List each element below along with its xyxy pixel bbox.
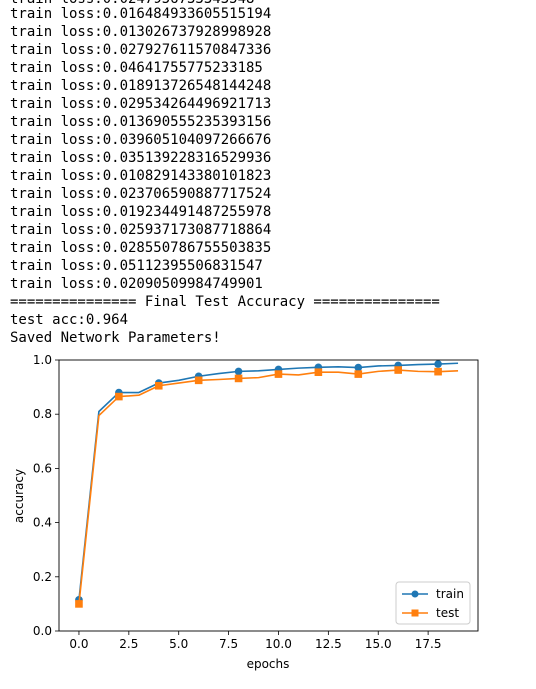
console-line: train loss:0.025937173087718864	[10, 222, 272, 238]
console-line: train loss:0.023706590887717524	[10, 186, 272, 202]
console-output: train loss:0.0247956733343548 train loss…	[10, 0, 440, 346]
data-point-test	[394, 366, 402, 374]
legend-test-label: test	[436, 606, 459, 620]
data-point-test	[354, 370, 363, 378]
x-tick-label: 17.5	[415, 637, 442, 651]
console-line: train loss:0.035139228316529936	[10, 150, 272, 166]
console-line: train loss:0.039605104097266676	[10, 132, 272, 148]
data-point-train	[234, 367, 243, 376]
data-point-train	[354, 363, 363, 372]
console-line: train loss:0.029534264496921713	[10, 96, 272, 112]
console-line: train loss:0.016484933605515194	[10, 6, 272, 22]
data-point-test	[434, 367, 442, 376]
y-tick-label: 0.2	[33, 570, 52, 584]
console-line: train loss:0.05112395506831547	[10, 258, 263, 274]
data-point-test	[234, 374, 243, 383]
y-axis: 0.0 0.2 0.4 0.6 0.8 1.0	[33, 353, 59, 638]
data-point-test	[274, 370, 283, 378]
console-line: train loss:0.04641755775233185	[10, 60, 263, 76]
data-point-test	[314, 368, 323, 376]
x-axis: 0.0 2.5 5.0 7.5 10.0 12.5 15.0 17.5	[69, 631, 441, 651]
y-tick-label: 0.8	[33, 407, 52, 421]
legend-train-marker	[411, 590, 419, 598]
x-tick-label: 12.5	[315, 637, 342, 651]
legend-test-marker	[411, 609, 419, 617]
x-axis-label: epochs	[247, 657, 290, 671]
console-line: train loss:0.028550786755503835	[10, 240, 272, 256]
console-line: train loss:0.010829143380101823	[10, 168, 272, 184]
data-point-test	[154, 381, 163, 390]
y-tick-label: 0.6	[33, 461, 52, 475]
console-line-partial: train loss:0.0247956733343548	[10, 0, 254, 8]
console-line: train loss:0.019234491487255978	[10, 204, 272, 220]
data-point-test	[75, 600, 83, 608]
x-tick-label: 0.0	[69, 637, 88, 651]
console-separator: =============== Final Test Accuracy ====…	[10, 294, 440, 310]
plot-frame	[58, 359, 479, 632]
x-tick-label: 5.0	[169, 637, 188, 651]
data-point-test	[115, 392, 123, 401]
y-tick-label: 0.0	[33, 624, 52, 638]
x-tick-label: 2.5	[119, 637, 138, 651]
y-tick-label: 1.0	[33, 353, 52, 367]
console-line: train loss:0.02090509984749901	[10, 276, 263, 292]
y-axis-label: accuracy	[12, 469, 26, 523]
test-accuracy-line: test acc:0.964	[10, 312, 129, 328]
accuracy-chart: 0.0 2.5 5.0 7.5 10.0 12.5 15.0 17.5 0.00.20.40.…	[12, 353, 479, 671]
chart-marks	[75, 360, 459, 608]
legend-train-label: train	[436, 587, 464, 601]
console-line: train loss:0.013690555235393156	[10, 114, 272, 130]
x-tick-label: 15.0	[365, 637, 392, 651]
data-point-train	[434, 360, 442, 368]
y-tick-label: 0.4	[33, 516, 52, 530]
legend: train test	[395, 581, 471, 625]
console-line: train loss:0.013026737928998928	[10, 24, 272, 40]
save-message-line: Saved Network Parameters!	[10, 330, 221, 346]
console-line: train loss:0.027927611570847336	[10, 42, 272, 58]
x-tick-label: 7.5	[219, 637, 238, 651]
data-point-test	[194, 376, 203, 385]
x-tick-label: 10.0	[265, 637, 292, 651]
console-line: train loss:0.018913726548144248	[10, 78, 272, 94]
